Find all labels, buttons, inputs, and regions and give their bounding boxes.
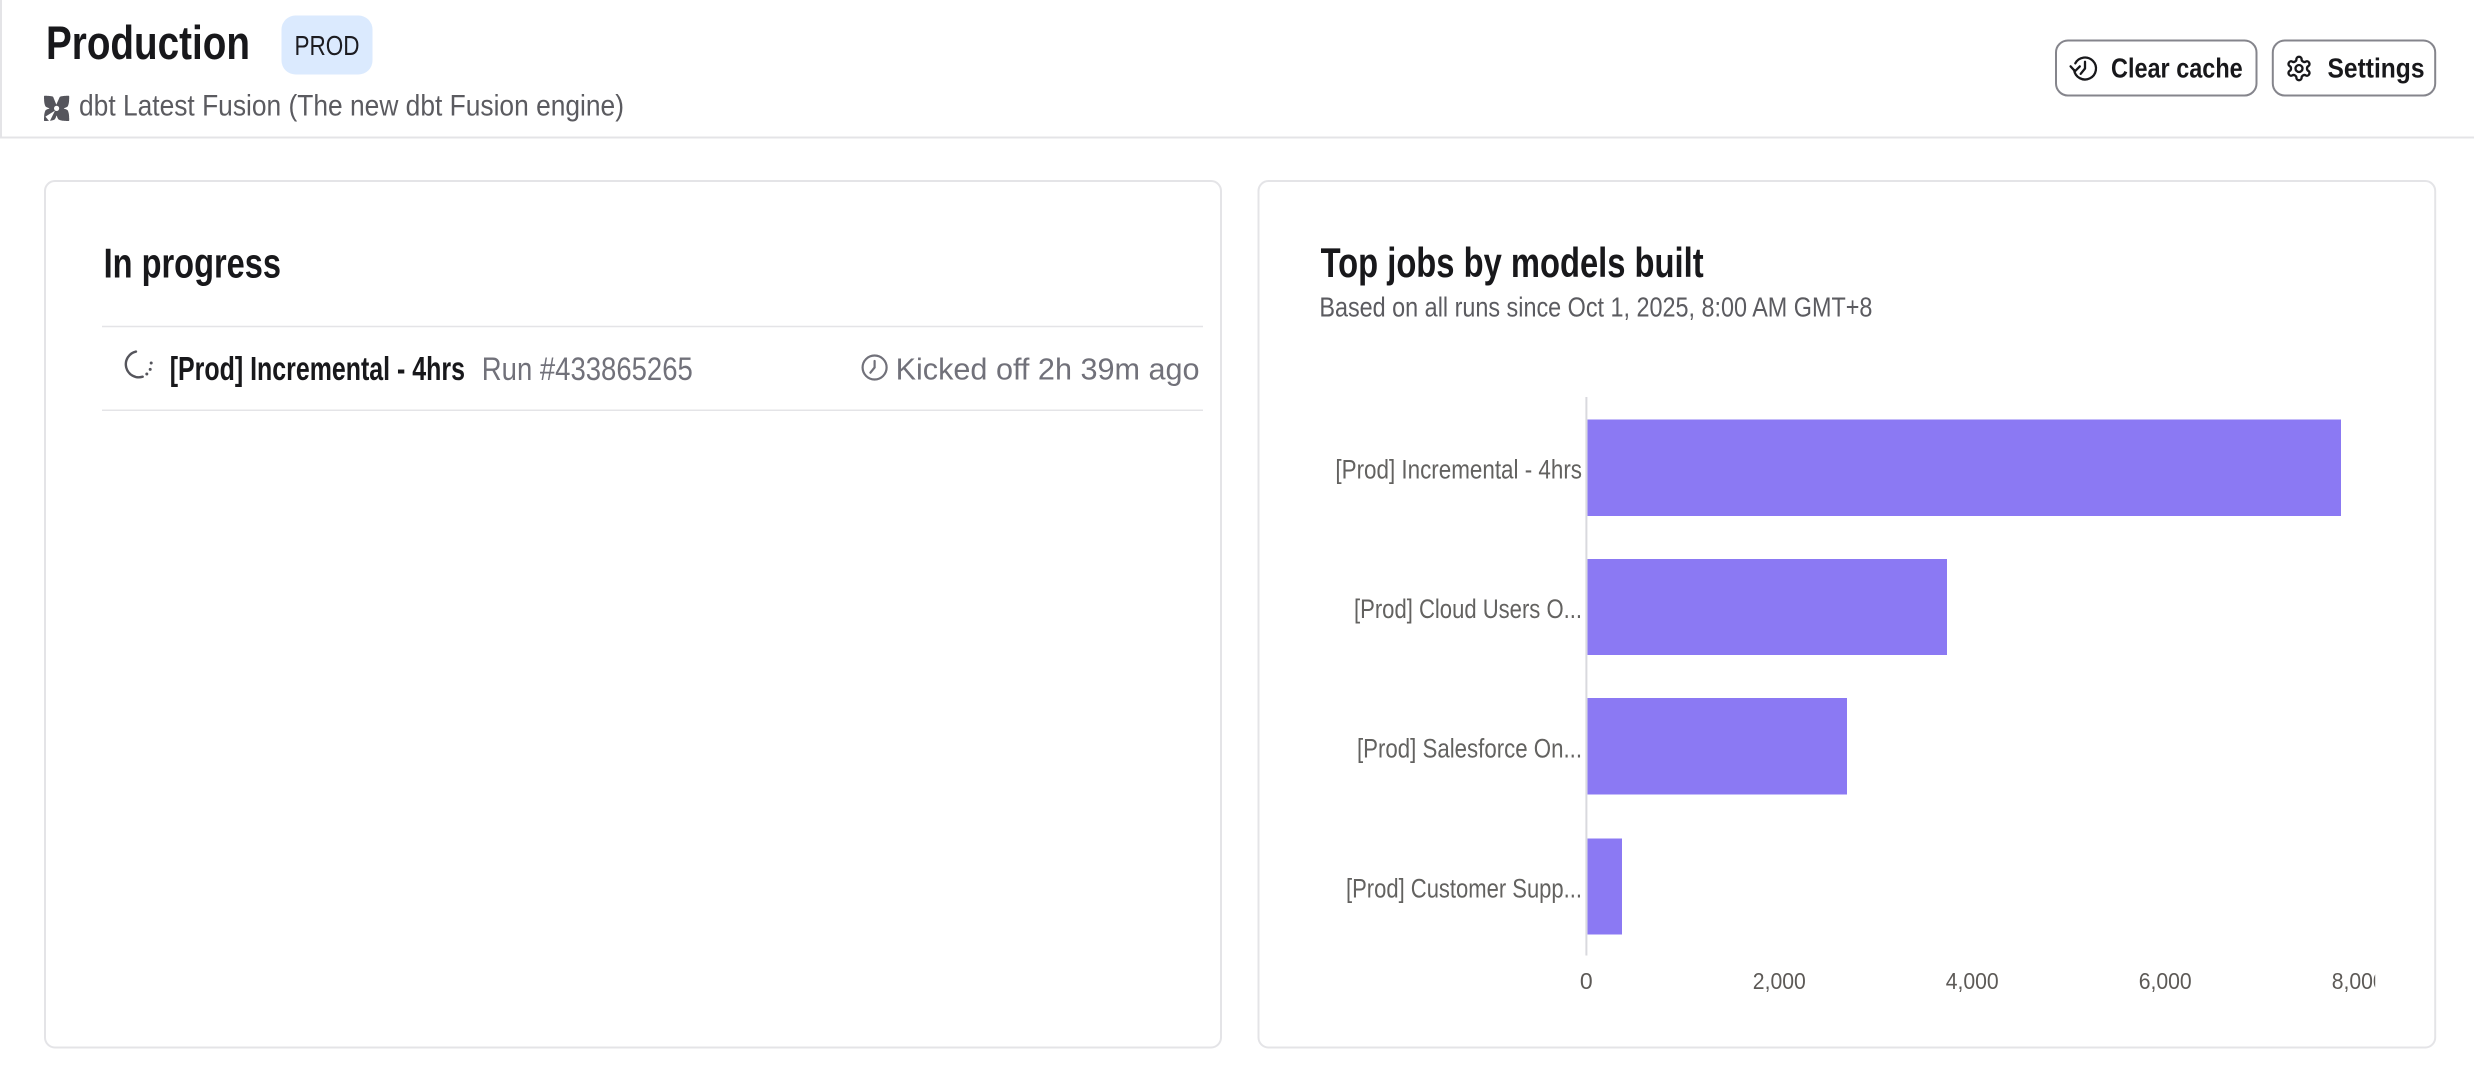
svg-text:0: 0 [1580,968,1593,994]
svg-text:8,000: 8,000 [2332,968,2385,994]
svg-text:[Prod] Cloud Users O...: [Prod] Cloud Users O... [1354,594,1582,624]
svg-text:[Prod] Customer Supp...: [Prod] Customer Supp... [1346,873,1582,903]
svg-text:Settings: Settings [2328,53,2425,84]
svg-text:PROD: PROD [295,30,360,61]
svg-text:Clear cache: Clear cache [2111,53,2243,84]
svg-text:[Prod] Incremental - 4hrs: [Prod] Incremental - 4hrs [170,350,465,387]
svg-text:In progress: In progress [104,240,281,287]
svg-text:2,000: 2,000 [1753,968,1806,994]
svg-text:Top jobs by models built: Top jobs by models built [1321,239,1704,286]
svg-text:[Prod] Salesforce On...: [Prod] Salesforce On... [1357,734,1582,764]
svg-text:dbt Latest Fusion (The new dbt: dbt Latest Fusion (The new dbt Fusion en… [79,90,624,123]
svg-text:Kicked off 2h 39m ago: Kicked off 2h 39m ago [896,352,1200,387]
svg-text:[Prod] Incremental - 4hrs: [Prod] Incremental - 4hrs [1335,455,1582,485]
svg-text:6,000: 6,000 [2139,968,2192,994]
svg-text:4,000: 4,000 [1946,968,1999,994]
svg-text:Production: Production [46,16,250,69]
svg-text:Run #433865265: Run #433865265 [482,351,693,387]
svg-text:Based on all runs since Oct 1,: Based on all runs since Oct 1, 2025, 8:0… [1319,292,1872,323]
